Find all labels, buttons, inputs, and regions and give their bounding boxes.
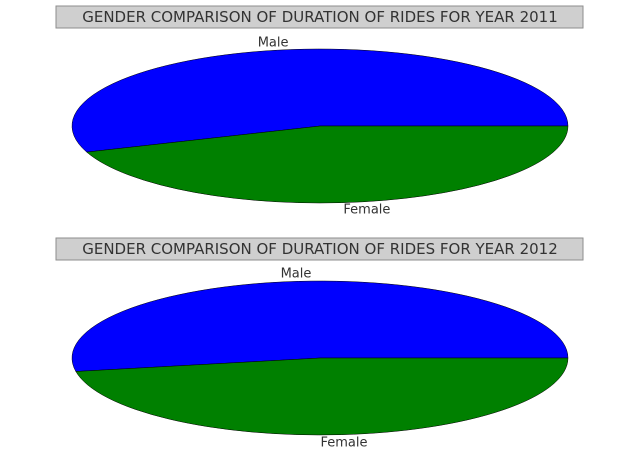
chart-title: GENDER COMPARISON OF DURATION OF RIDES F… (82, 8, 558, 26)
pie-slice-female (75, 357, 569, 436)
chart-2012: GENDER COMPARISON OF DURATION OF RIDES F… (55, 237, 584, 450)
pie-slice-male (71, 280, 569, 372)
pie-label-female: Female (343, 202, 390, 217)
pie-label-female: Female (320, 435, 367, 450)
pie-label-male: Male (258, 36, 289, 51)
chart-title-box (55, 237, 584, 261)
pie-slice-male (71, 48, 569, 153)
chart-title: GENDER COMPARISON OF DURATION OF RIDES F… (82, 240, 558, 258)
pie-label-male: Male (281, 267, 312, 282)
pie-slice-female (86, 125, 569, 204)
chart-2011: GENDER COMPARISON OF DURATION OF RIDES F… (55, 5, 584, 217)
chart-title-box (55, 5, 584, 29)
